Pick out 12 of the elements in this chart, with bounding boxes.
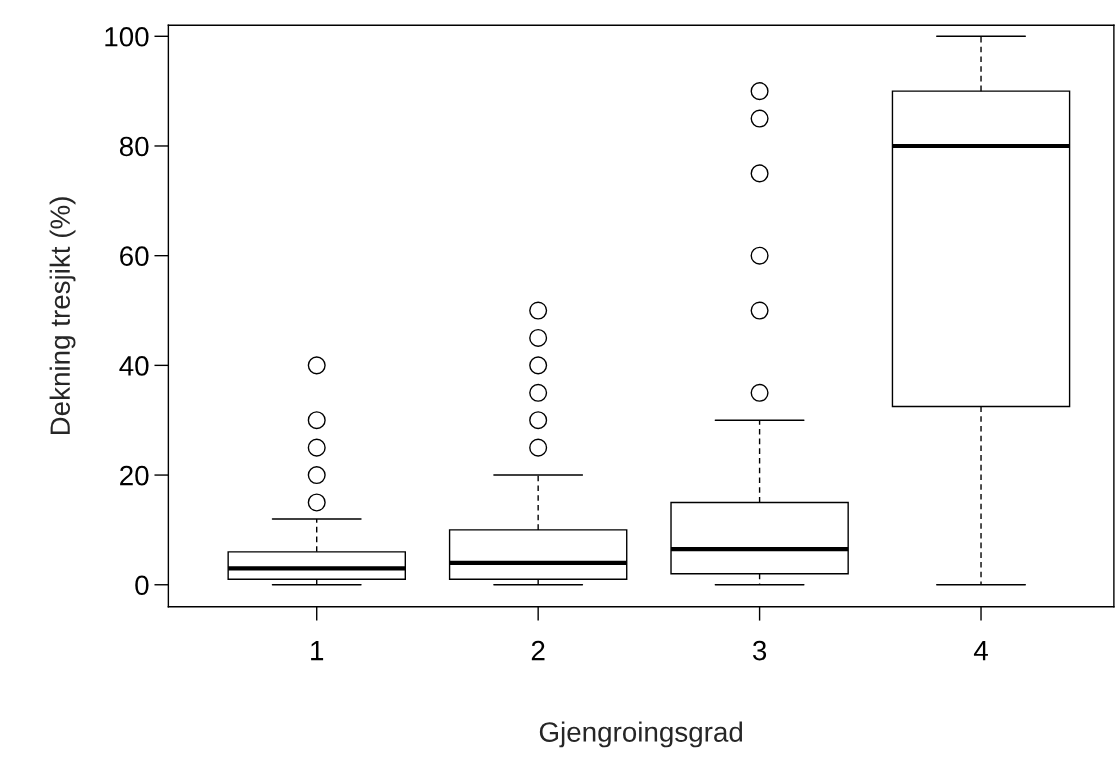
y-tick-label: 0 xyxy=(135,575,149,596)
y-tick-label: 80 xyxy=(119,136,149,157)
x-axis-title: Gjengroingsgrad xyxy=(539,721,743,748)
y-tick-label: 100 xyxy=(105,26,149,47)
y-tick-label: 60 xyxy=(120,246,149,267)
x-tick-label: 2 xyxy=(531,640,545,661)
y-axis-title: Dekning tresjikt (%) xyxy=(49,197,76,435)
x-tick-label: 3 xyxy=(752,640,767,661)
x-tick-label: 1 xyxy=(311,641,324,661)
x-tick-label: 4 xyxy=(973,641,988,661)
y-tick-label: 20 xyxy=(120,465,149,486)
y-tick-label: 40 xyxy=(119,356,149,376)
